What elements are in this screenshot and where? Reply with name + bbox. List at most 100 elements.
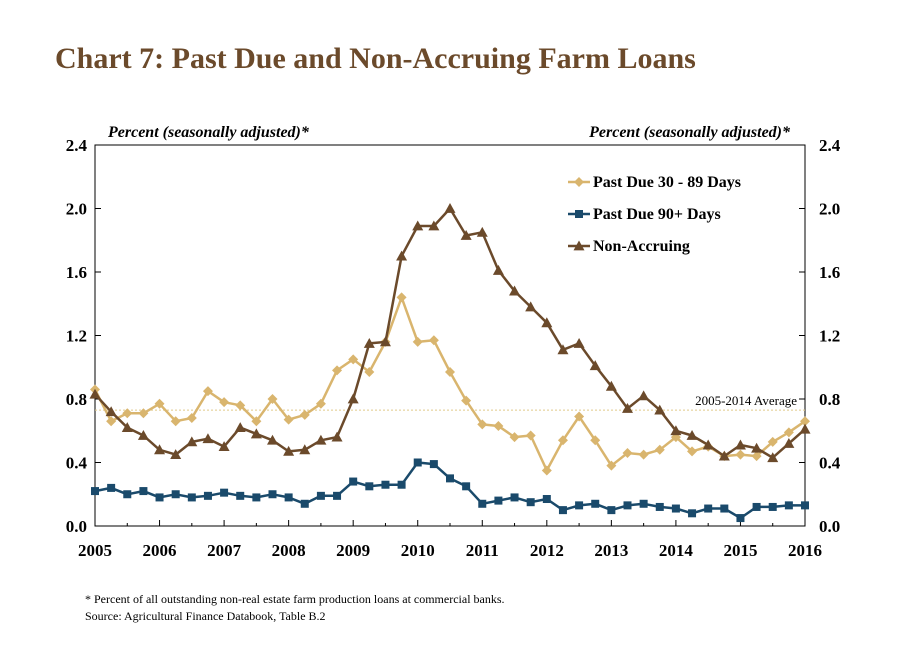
data-point xyxy=(332,365,343,376)
legend-item: Past Due 90+ Days xyxy=(568,206,721,223)
data-point xyxy=(573,337,585,348)
x-tick-label: 2007 xyxy=(207,541,242,560)
data-point xyxy=(718,450,730,461)
y-tick-label-right: 1.6 xyxy=(819,263,840,282)
y-axis-label-left: Percent (seasonally adjusted)* xyxy=(107,124,310,141)
data-point xyxy=(607,506,616,515)
y-tick-label-right: 0.0 xyxy=(819,517,840,536)
data-point xyxy=(202,433,214,444)
x-tick-label: 2013 xyxy=(594,541,628,560)
data-point xyxy=(235,400,246,411)
data-point xyxy=(315,398,326,409)
data-point xyxy=(202,386,213,397)
data-point xyxy=(671,504,680,513)
data-point xyxy=(299,409,310,420)
data-point xyxy=(186,413,197,424)
data-point xyxy=(413,458,422,467)
data-point xyxy=(476,226,488,237)
data-point xyxy=(605,380,617,391)
y-tick-label-left: 2.4 xyxy=(66,136,88,155)
data-point xyxy=(268,490,277,499)
data-point xyxy=(622,447,633,458)
legend-marker xyxy=(574,177,584,187)
data-point xyxy=(283,414,294,425)
data-point xyxy=(267,394,278,404)
footnote: * Percent of all outstanding non-real es… xyxy=(85,592,505,606)
data-point xyxy=(155,493,164,502)
legend-label: Past Due 90+ Days xyxy=(593,206,721,223)
data-point xyxy=(412,220,424,231)
data-point xyxy=(333,491,342,500)
data-point xyxy=(687,446,698,457)
data-point xyxy=(477,419,488,430)
data-point xyxy=(89,388,101,399)
data-point xyxy=(589,360,601,371)
data-point xyxy=(638,390,650,401)
data-point xyxy=(574,411,585,422)
x-tick-label: 2016 xyxy=(788,541,822,560)
data-point xyxy=(557,344,569,355)
y-tick-label-left: 1.2 xyxy=(66,327,87,346)
x-tick-label: 2015 xyxy=(723,541,757,560)
data-point xyxy=(702,439,714,450)
data-point xyxy=(349,477,358,486)
legend-label: Non-Accruing xyxy=(593,238,690,255)
series-0 xyxy=(90,292,810,476)
data-point xyxy=(654,404,666,415)
data-point xyxy=(396,250,408,261)
data-point xyxy=(509,432,520,443)
legend-item: Past Due 30 - 89 Days xyxy=(568,174,741,191)
data-point xyxy=(219,397,230,408)
y-tick-label-right: 0.8 xyxy=(819,390,840,409)
data-point xyxy=(751,442,763,453)
data-point xyxy=(526,498,535,507)
data-point xyxy=(767,452,779,463)
legend-marker xyxy=(573,240,585,251)
data-point xyxy=(220,488,229,497)
data-point xyxy=(768,502,777,511)
data-point xyxy=(800,416,810,427)
data-point xyxy=(137,430,149,440)
data-point xyxy=(654,444,665,455)
data-point xyxy=(347,393,359,404)
data-point xyxy=(575,501,584,510)
data-point xyxy=(623,501,632,510)
data-point xyxy=(767,436,778,447)
average-line-label: 2005-2014 Average xyxy=(695,393,797,408)
data-point xyxy=(493,420,504,431)
data-point xyxy=(799,423,811,434)
data-point xyxy=(379,336,391,347)
data-point xyxy=(381,480,390,489)
data-point xyxy=(752,502,761,511)
data-point xyxy=(541,465,552,476)
data-point xyxy=(121,422,133,432)
data-point xyxy=(735,449,746,460)
y-tick-label-left: 1.6 xyxy=(66,263,87,282)
data-point xyxy=(283,445,295,456)
x-tick-label: 2014 xyxy=(659,541,694,560)
data-point xyxy=(252,493,261,502)
data-point xyxy=(783,427,794,438)
series-line xyxy=(93,296,806,472)
x-tick-label: 2006 xyxy=(143,541,177,560)
y-axis-label-right: Percent (seasonally adjusted)* xyxy=(588,124,791,141)
x-tick-label: 2008 xyxy=(272,541,306,560)
data-point xyxy=(397,480,406,489)
data-point xyxy=(234,422,246,432)
chart-title: Chart 7: Past Due and Non-Accruing Farm … xyxy=(55,42,696,75)
data-point xyxy=(461,395,472,406)
data-point xyxy=(492,264,504,275)
data-point xyxy=(734,439,746,450)
data-point xyxy=(460,229,472,240)
data-point xyxy=(494,496,503,505)
data-point xyxy=(396,292,407,303)
data-point xyxy=(591,499,600,508)
data-point xyxy=(541,317,553,328)
data-point xyxy=(348,354,359,365)
data-point xyxy=(542,495,551,504)
data-point xyxy=(639,499,648,508)
x-tick-label: 2012 xyxy=(530,541,564,560)
data-point xyxy=(478,499,487,508)
data-point xyxy=(686,430,698,440)
y-tick-label-left: 2.0 xyxy=(66,200,87,219)
